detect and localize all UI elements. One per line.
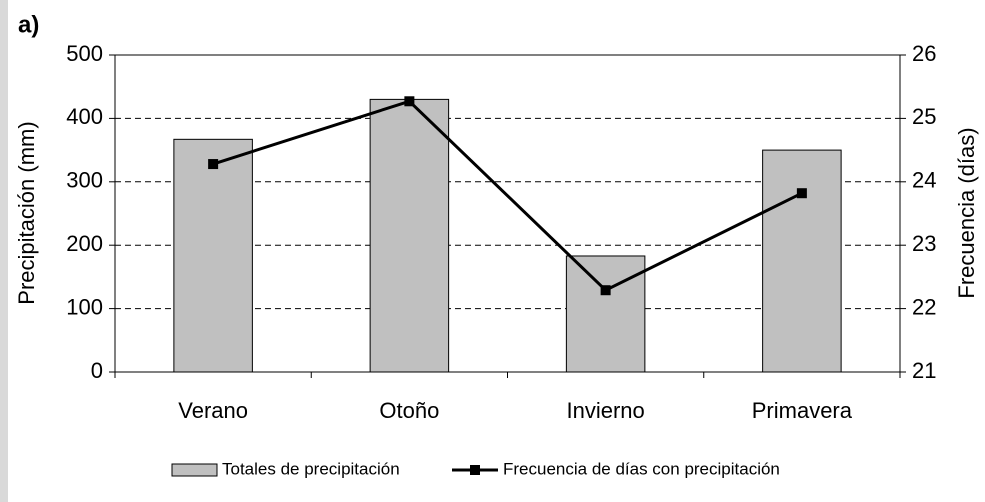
x-tick-label: Invierno (566, 398, 644, 423)
y2-tick-label: 24 (912, 168, 936, 193)
y2-tick-label: 25 (912, 104, 936, 129)
legend-swatch (171, 463, 218, 477)
bar (369, 98, 450, 373)
y2-tick-label: 21 (912, 358, 936, 383)
y-tick-label: 400 (66, 104, 103, 129)
bar (762, 149, 842, 373)
left-strip (0, 0, 8, 502)
line-marker (796, 188, 807, 199)
line-marker (600, 285, 611, 296)
y2-tick-label: 26 (912, 41, 936, 66)
y-axis-label: Precipitación (mm) (14, 121, 39, 304)
y-tick-label: 0 (91, 358, 103, 383)
y2-tick-label: 22 (912, 294, 936, 319)
x-tick-label: Otoño (379, 398, 439, 423)
bar (173, 138, 253, 373)
y2-tick-label: 23 (912, 231, 936, 256)
legend-label: Totales de precipitación (222, 459, 400, 478)
x-tick-label: Primavera (752, 398, 853, 423)
line-marker (404, 96, 415, 107)
y2-axis-label: Frecuencia (días) (954, 127, 979, 298)
y-tick-label: 500 (66, 41, 103, 66)
y-tick-label: 100 (66, 294, 103, 319)
legend-marker (470, 465, 480, 475)
y-tick-label: 200 (66, 231, 103, 256)
line (212, 99, 803, 293)
x-tick-label: Verano (178, 398, 248, 423)
line-marker (208, 159, 219, 170)
y-tick-label: 300 (66, 168, 103, 193)
bar (565, 255, 646, 373)
panel-label: a) (18, 11, 39, 38)
legend-label: Frecuencia de días con precipitación (503, 459, 780, 478)
